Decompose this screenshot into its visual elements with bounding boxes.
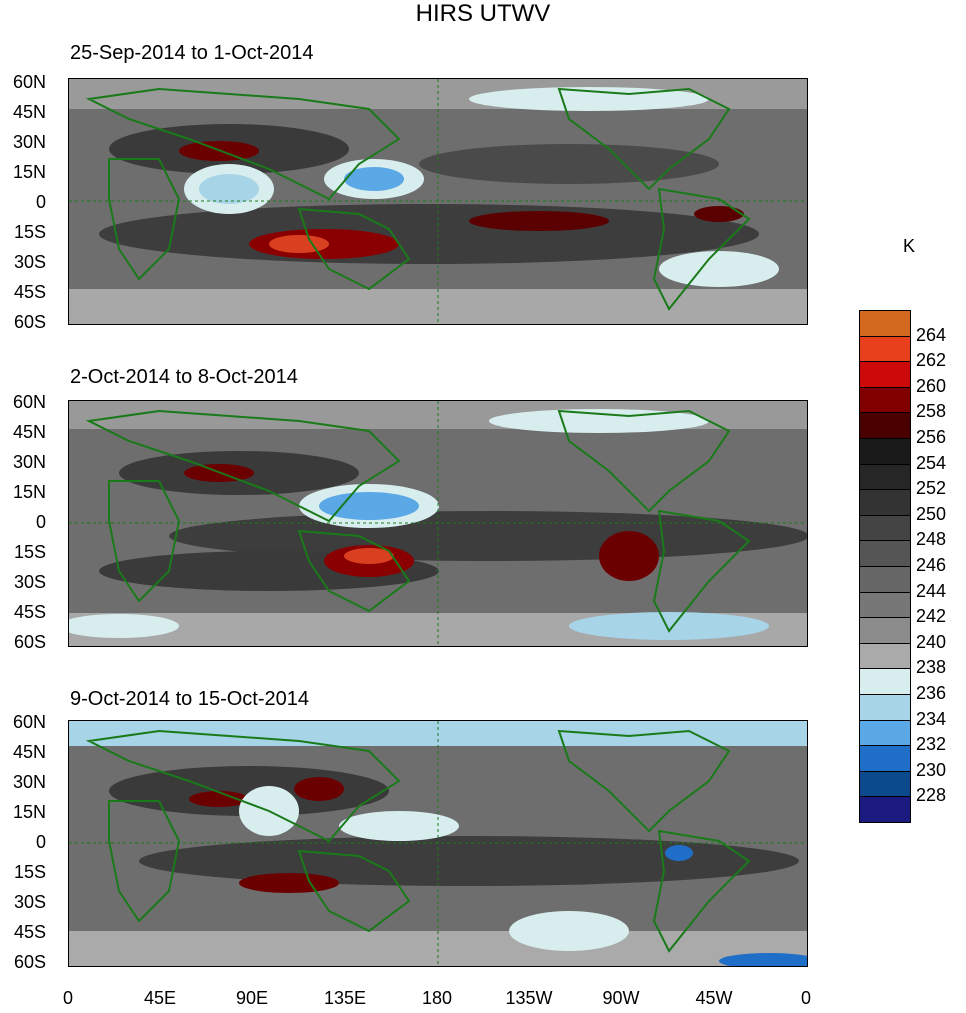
colorbar-cell [859, 770, 911, 798]
panel-3-title: 9-Oct-2014 to 15-Oct-2014 [70, 688, 310, 710]
lon-label: 45W [695, 988, 733, 1008]
panel-1-map [68, 78, 808, 325]
lat-label: 30S [13, 572, 46, 592]
lat-label: 60S [13, 632, 46, 652]
lon-label: 0 [800, 988, 811, 1008]
colorbar-tick-label: 256 [916, 427, 947, 447]
colorbar-cell [859, 719, 911, 747]
lat-label: 30N [12, 452, 46, 472]
colorbar-tick-label: 262 [916, 350, 947, 371]
colorbar-tick-label: 232 [916, 734, 947, 755]
lat-label: 30S [13, 252, 46, 272]
panel-2-field [69, 401, 807, 646]
lat-label: 45S [13, 602, 46, 622]
colorbar-cell [859, 463, 911, 491]
colorbar-cell [859, 361, 911, 388]
colorbar-tick-label: 244 [916, 580, 947, 601]
colorbar-tick-label: 260 [916, 375, 947, 396]
colorbar-tick-label: 248 [916, 529, 947, 550]
lon-label: 180 [421, 988, 453, 1008]
lon-label: 0 [62, 988, 73, 1008]
lon-label: 45E [143, 988, 177, 1008]
lat-label: 45N [12, 742, 46, 762]
lon-label: 135E [323, 988, 367, 1008]
colorbar-tick-label: 258 [916, 401, 947, 422]
colorbar-cell [859, 438, 911, 465]
colorbar-cell [859, 335, 911, 363]
colorbar-tick-label: 252 [916, 478, 947, 499]
panel-3-map [68, 720, 808, 967]
colorbar-cell [859, 668, 911, 695]
lat-label: 15S [13, 542, 46, 562]
colorbar-tick-label: 230 [916, 759, 947, 780]
colorbar-tick-label: 228 [916, 785, 947, 806]
colorbar [859, 310, 911, 823]
colorbar-tick-label: 238 [916, 657, 947, 678]
panel-2-map [68, 400, 808, 647]
colorbar-tick-label: 234 [916, 708, 947, 729]
lat-label: 45N [12, 102, 46, 122]
colorbar-unit: K [903, 236, 916, 256]
panel-1-title: 25-Sep-2014 to 1-Oct-2014 [70, 42, 314, 64]
lon-label: 135W [505, 988, 553, 1008]
colorbar-cell [859, 591, 911, 619]
colorbar-tick-label: 254 [916, 452, 947, 473]
colorbar-cell [859, 617, 911, 644]
colorbar-cell [859, 489, 911, 516]
colorbar-cell [859, 796, 911, 823]
lat-label: 0 [35, 512, 46, 532]
colorbar-tick-label: 250 [916, 503, 947, 524]
panel-2-title: 2-Oct-2014 to 8-Oct-2014 [70, 366, 298, 388]
colorbar-cell [859, 566, 911, 593]
lat-label: 0 [35, 192, 46, 212]
lat-label: 30N [12, 772, 46, 792]
colorbar-cell [859, 514, 911, 542]
lat-label: 60S [13, 952, 46, 972]
lat-label: 0 [35, 832, 46, 852]
lat-label: 15N [12, 162, 46, 182]
lat-label: 45N [12, 422, 46, 442]
colorbar-tick-label: 236 [916, 683, 947, 703]
lat-label: 15S [13, 222, 46, 242]
panel-3-field [69, 721, 807, 966]
lon-label: 90E [235, 988, 269, 1008]
colorbar-tick-label: 246 [916, 555, 947, 575]
panel-1-field [69, 79, 807, 324]
lat-label: 15N [12, 802, 46, 822]
colorbar-cell [859, 745, 911, 772]
lat-label: 45S [13, 282, 46, 302]
lat-label: 30S [13, 892, 46, 912]
colorbar-tick-label: 240 [916, 631, 947, 652]
lat-label: 60S [13, 312, 46, 332]
colorbar-tick-label: 264 [916, 324, 947, 345]
colorbar-cell [859, 412, 911, 439]
lon-label: 90W [602, 988, 640, 1008]
colorbar-cell [859, 642, 911, 670]
lat-label: 60N [12, 72, 46, 92]
colorbar-cell [859, 386, 911, 414]
lat-label: 60N [12, 392, 46, 412]
lat-label: 30N [12, 132, 46, 152]
lat-label: 15N [12, 482, 46, 502]
lat-label: 15S [13, 862, 46, 882]
colorbar-cell [859, 540, 911, 567]
colorbar-cell [859, 310, 911, 337]
colorbar-tick-label: 242 [916, 606, 947, 627]
figure-title: HIRS UTWV [415, 0, 551, 27]
lat-label: 60N [12, 712, 46, 732]
lat-label: 45S [13, 922, 46, 942]
colorbar-cell [859, 694, 911, 721]
